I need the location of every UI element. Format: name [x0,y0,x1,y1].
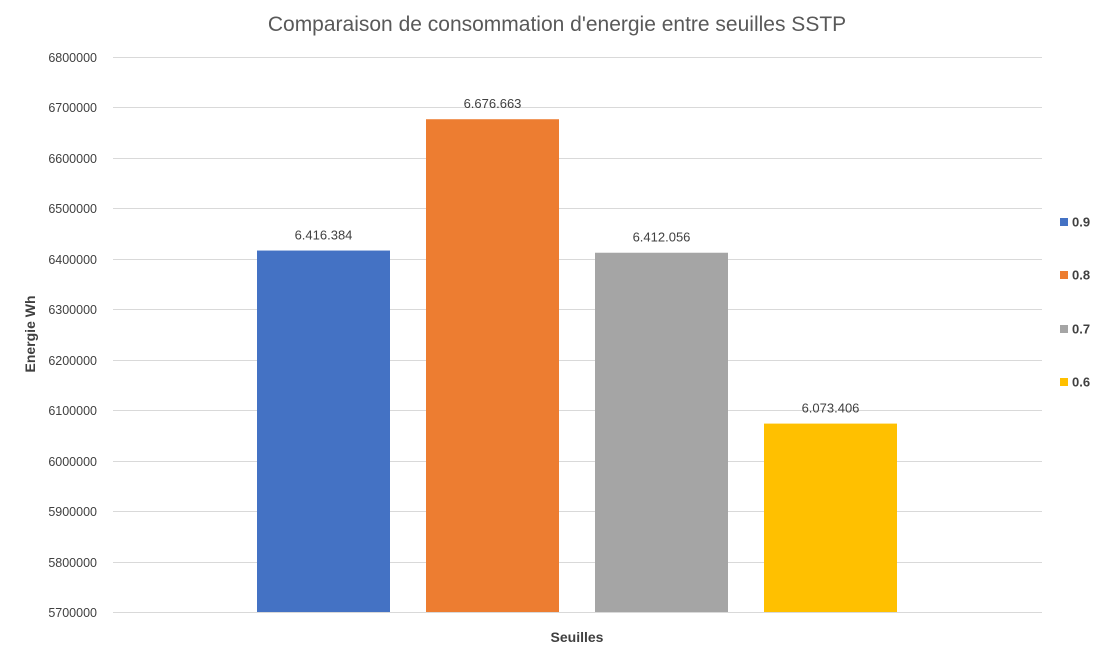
y-tick-label: 6100000 [48,404,97,418]
y-axis-title: Energie Wh [22,295,38,372]
data-label: 6.412.056 [633,230,691,245]
y-tick-label: 5800000 [48,556,97,570]
bar-0.6 [764,423,897,612]
bar-0.7 [595,252,728,612]
legend-swatch-0.9 [1060,218,1068,226]
x-axis-title: Seuilles [551,629,604,645]
y-axis-ticks: 5700000 5800000 5900000 6000000 6100000 62000… [48,51,97,620]
gridlines [113,57,1042,613]
legend-label: 0.8 [1072,268,1090,283]
legend: 0.9 0.8 0.7 0.6 [1060,215,1090,390]
y-tick-label: 6800000 [48,51,97,65]
legend-swatch-0.7 [1060,325,1068,333]
data-labels: 6.416.384 6.676.663 6.412.056 6.073.406 [295,96,860,415]
legend-swatch-0.8 [1060,271,1068,279]
y-tick-label: 6500000 [48,202,97,216]
legend-label: 0.7 [1072,322,1090,337]
y-tick-label: 6600000 [48,152,97,166]
legend-label: 0.6 [1072,375,1090,390]
y-tick-label: 6700000 [48,101,97,115]
y-tick-label: 5900000 [48,505,97,519]
data-label: 6.073.406 [802,401,860,416]
legend-swatch-0.6 [1060,378,1068,386]
data-label: 6.416.384 [295,228,353,243]
bar-0.8 [426,119,559,612]
chart-title: Comparaison de consommation d'energie en… [268,13,846,36]
y-tick-label: 6300000 [48,303,97,317]
y-tick-label: 6400000 [48,253,97,267]
bars [257,119,897,613]
y-tick-label: 6000000 [48,455,97,469]
y-tick-label: 6200000 [48,354,97,368]
data-label: 6.676.663 [464,96,522,111]
y-tick-label: 5700000 [48,606,97,620]
bar-0.9 [257,250,390,613]
legend-label: 0.9 [1072,215,1090,230]
